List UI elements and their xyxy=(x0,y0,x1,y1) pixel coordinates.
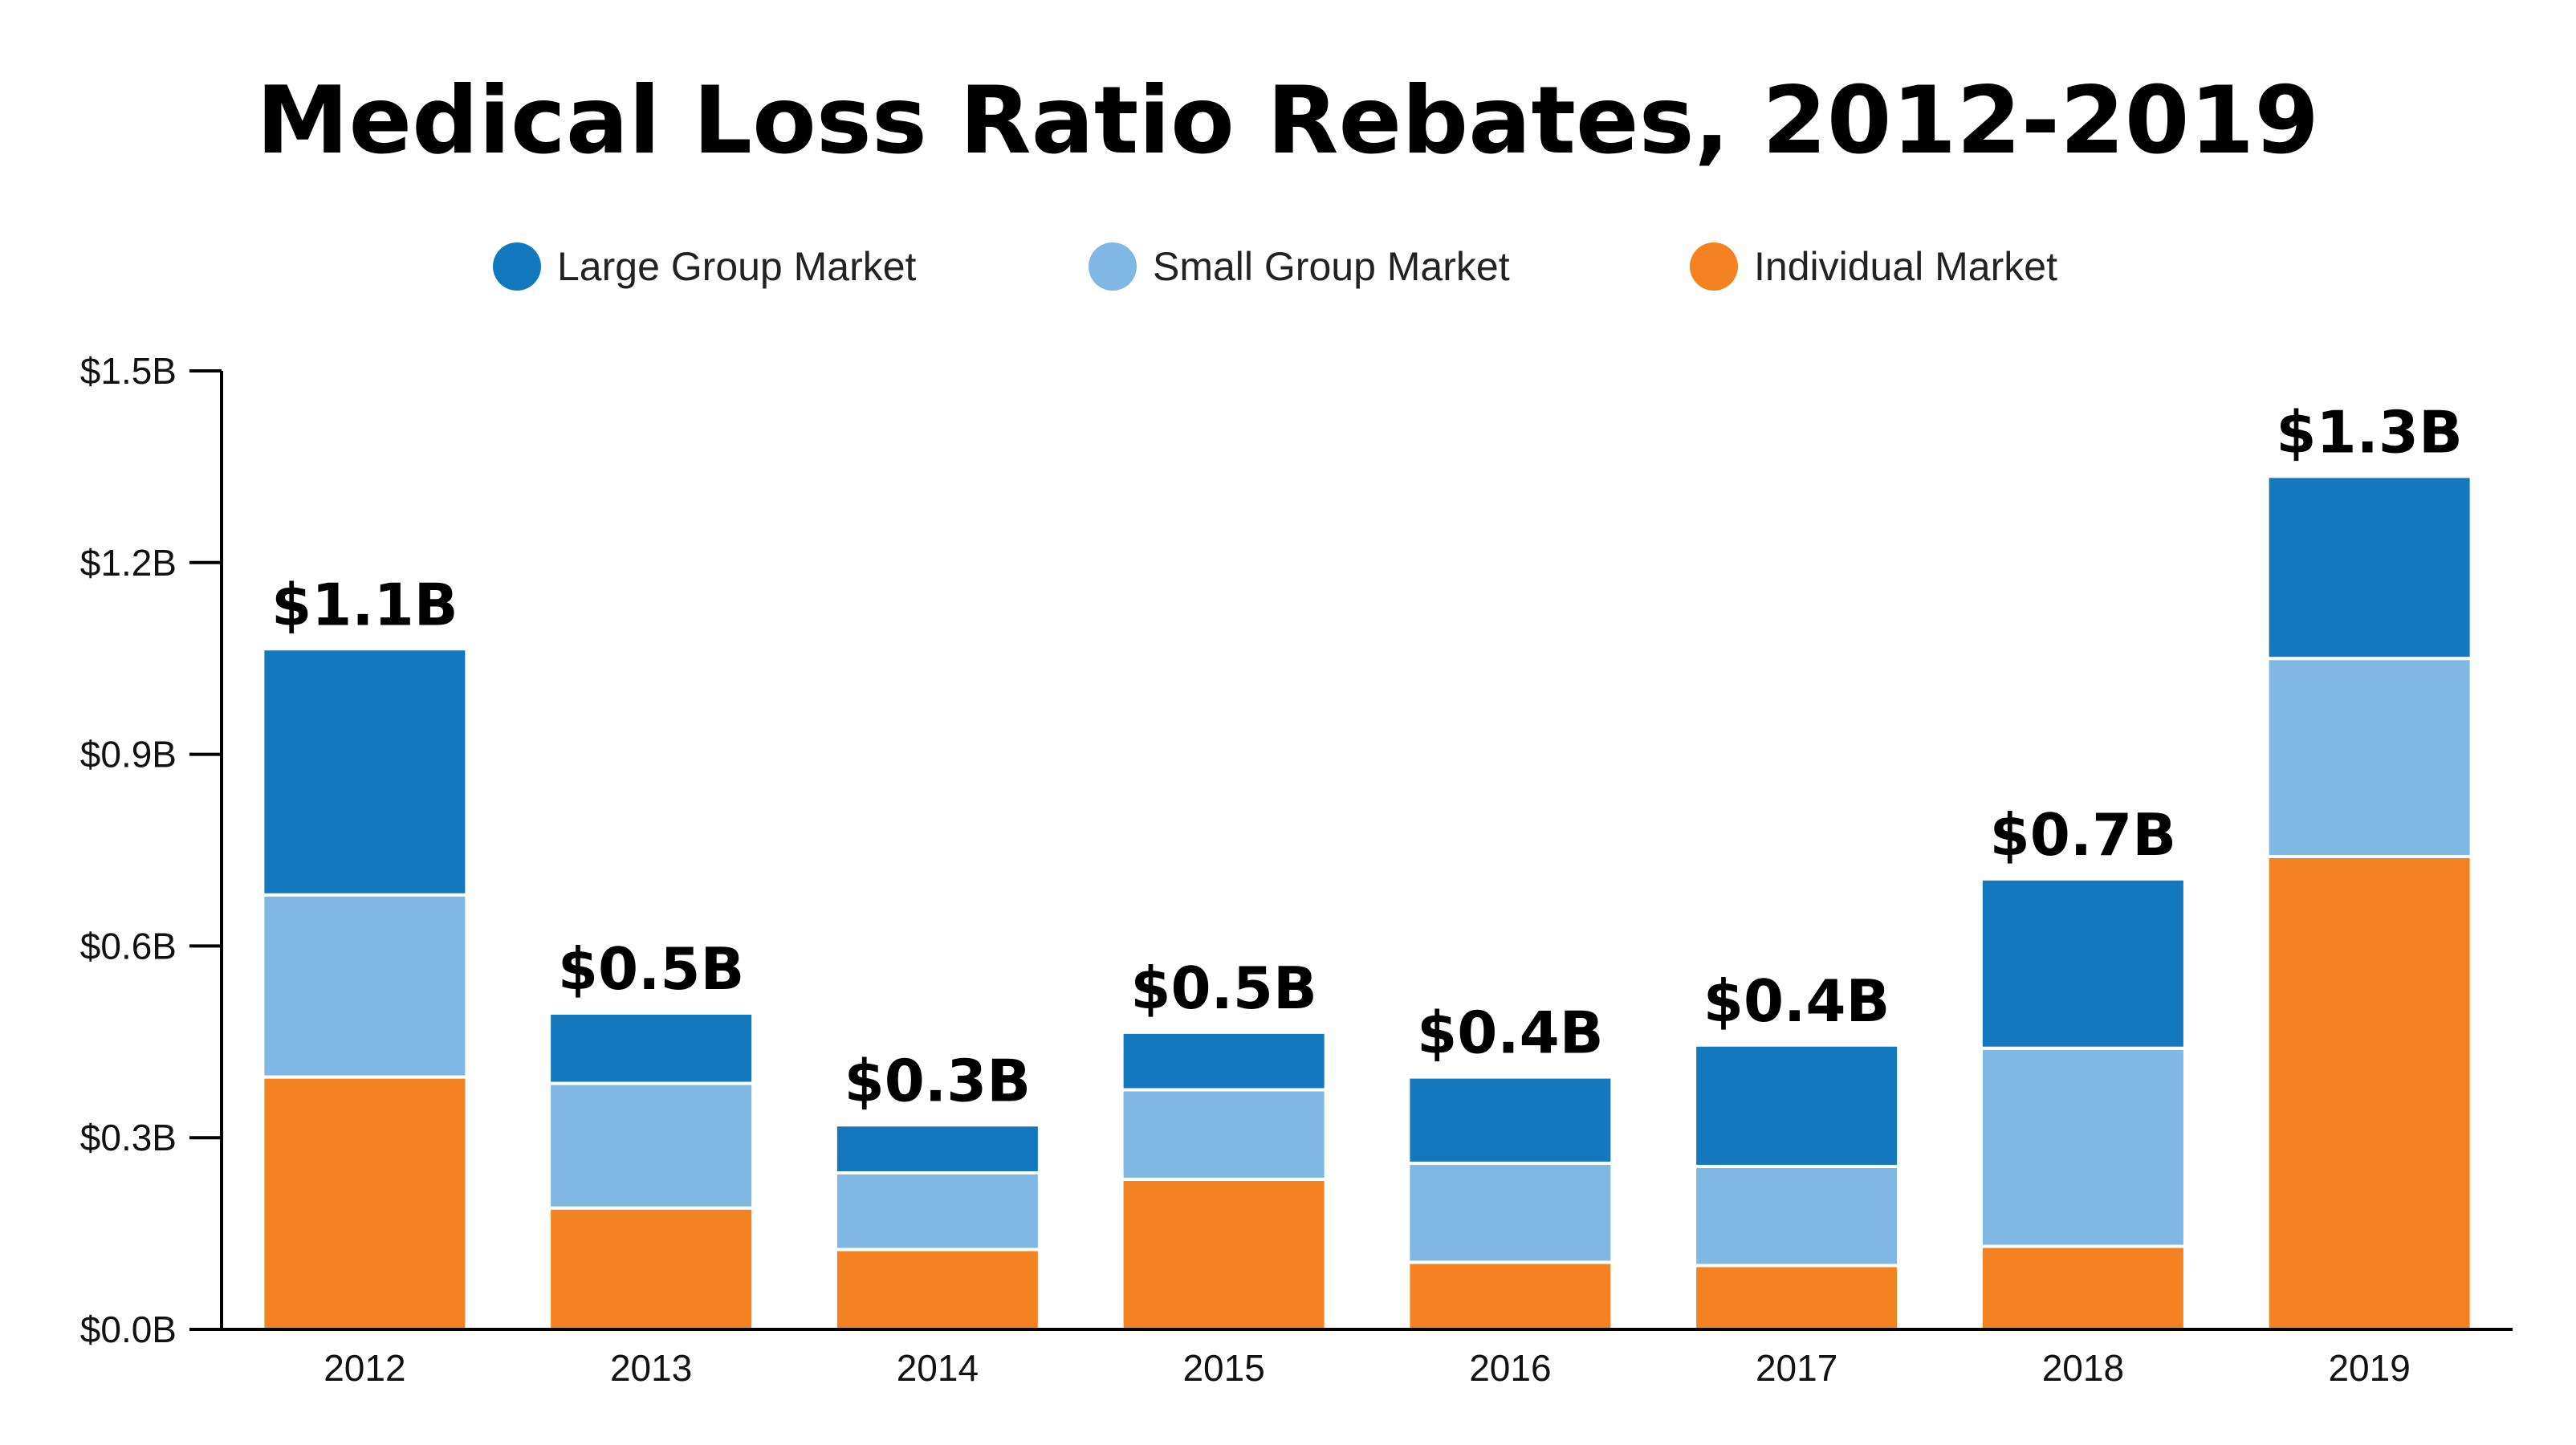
chart-title: Medical Loss Ratio Rebates, 2012-2019 xyxy=(256,67,2319,175)
y-axis: $0.0B $0.3B $0.6B $0.9B $1.2B $1.5B xyxy=(80,350,223,1350)
y-tick-label: $1.5B xyxy=(80,350,177,392)
x-tick-label: 2013 xyxy=(610,1347,692,1389)
y-tick-label: $0.6B xyxy=(80,925,177,967)
x-tick-label: 2015 xyxy=(1182,1347,1264,1389)
x-tick-label: 2017 xyxy=(1756,1347,1837,1389)
bar-individual-market-2014 xyxy=(833,1248,1041,1331)
bar-large-group-market-2013 xyxy=(547,1011,755,1085)
total-labels: $1.1B $0.5B $0.3B $0.5B $0.4B $0.4B $0.7B $1.3B xyxy=(271,398,2463,1114)
bar-large-group-market-2014 xyxy=(833,1123,1041,1174)
bar-stack-2013 xyxy=(547,1011,755,1332)
bar-small-group-market-2012 xyxy=(261,893,469,1079)
legend: Large Group Market Small Group Market Indi… xyxy=(493,242,2057,291)
total-label: $0.7B xyxy=(1990,801,2177,869)
bar-small-group-market-2018 xyxy=(1979,1046,2187,1248)
bar-stack-2014 xyxy=(833,1123,1041,1331)
bar-small-group-market-2019 xyxy=(2265,657,2473,858)
bar-large-group-market-2018 xyxy=(1979,877,2187,1050)
x-tick-label: 2012 xyxy=(324,1347,405,1389)
x-tick-label: 2018 xyxy=(2042,1347,2124,1389)
bar-stack-2017 xyxy=(1693,1043,1901,1332)
bar-individual-market-2019 xyxy=(2265,854,2473,1331)
total-label: $0.4B xyxy=(1417,999,1604,1067)
total-label: $0.3B xyxy=(844,1047,1032,1114)
y-tick-label: $0.9B xyxy=(80,734,177,775)
bar-individual-market-2016 xyxy=(1406,1260,1614,1332)
bar-individual-market-2012 xyxy=(261,1075,469,1331)
total-label: $1.3B xyxy=(2276,398,2463,466)
bar-stack-2012 xyxy=(261,647,469,1331)
total-label: $0.5B xyxy=(558,935,745,1003)
legend-swatch xyxy=(493,242,541,291)
legend-item-small-group-market: Small Group Market xyxy=(1089,242,1510,291)
total-label: $0.5B xyxy=(1130,955,1317,1022)
bar-individual-market-2015 xyxy=(1120,1177,1328,1331)
total-label: $1.1B xyxy=(271,571,458,638)
bar-individual-market-2018 xyxy=(1979,1244,2187,1332)
legend-label: Small Group Market xyxy=(1153,244,1510,289)
legend-label: Large Group Market xyxy=(557,244,917,289)
total-label: $0.4B xyxy=(1703,967,1890,1035)
bar-small-group-market-2015 xyxy=(1120,1088,1328,1181)
legend-item-individual-market: Individual Market xyxy=(1690,242,2057,291)
bar-small-group-market-2014 xyxy=(833,1170,1041,1252)
legend-item-large-group-market: Large Group Market xyxy=(493,242,917,291)
x-axis: 2012 2013 2014 2015 2016 2017 2018 2019 xyxy=(222,1328,2513,1389)
bar-stack-2015 xyxy=(1120,1030,1328,1331)
bar-large-group-market-2012 xyxy=(261,647,469,897)
y-tick-label: $0.0B xyxy=(80,1309,177,1350)
bar-stack-2018 xyxy=(1979,877,2187,1332)
x-tick-label: 2016 xyxy=(1469,1347,1551,1389)
y-tick-label: $0.3B xyxy=(80,1117,177,1158)
legend-label: Individual Market xyxy=(1754,244,2057,289)
bar-small-group-market-2017 xyxy=(1693,1165,1901,1268)
y-tick-label: $1.2B xyxy=(80,542,177,584)
legend-swatch xyxy=(1089,242,1137,291)
bar-stack-2016 xyxy=(1406,1075,1614,1332)
bar-large-group-market-2016 xyxy=(1406,1075,1614,1166)
bar-large-group-market-2019 xyxy=(2265,474,2473,661)
bar-small-group-market-2013 xyxy=(547,1081,755,1210)
bar-stack-2019 xyxy=(2265,474,2473,1331)
bars xyxy=(261,474,2473,1332)
x-tick-label: 2019 xyxy=(2328,1347,2410,1389)
bar-large-group-market-2015 xyxy=(1120,1030,1328,1092)
bar-individual-market-2017 xyxy=(1693,1264,1901,1332)
bar-individual-market-2013 xyxy=(547,1206,755,1332)
bar-small-group-market-2016 xyxy=(1406,1162,1614,1264)
bar-large-group-market-2017 xyxy=(1693,1043,1901,1169)
legend-swatch xyxy=(1690,242,1738,291)
x-tick-label: 2014 xyxy=(897,1347,979,1389)
